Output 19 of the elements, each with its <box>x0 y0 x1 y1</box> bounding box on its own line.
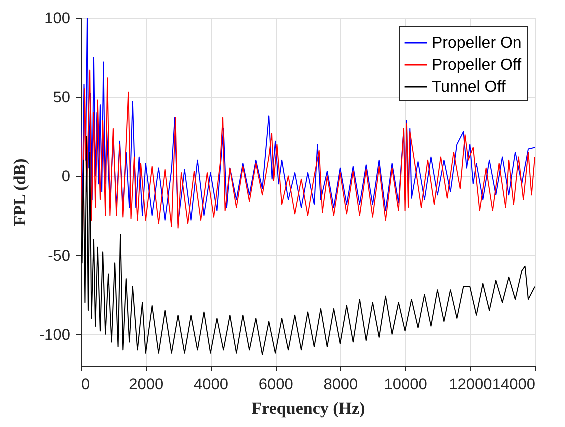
x-tick-label: 12000 <box>449 376 493 394</box>
y-tick-label: -50 <box>48 248 71 265</box>
y-tick-label: -100 <box>39 326 71 344</box>
legend-label: Propeller Off <box>432 57 522 74</box>
x-tick-label: 8000 <box>324 376 359 394</box>
x-tick-label: 0 <box>82 376 90 394</box>
y-axis-title: FPL (dB) <box>10 158 30 226</box>
y-tick-label: 0 <box>62 168 71 186</box>
x-tick-label: 10000 <box>384 376 428 394</box>
x-tick-label: 14000 <box>492 376 536 394</box>
y-tick-label: 100 <box>44 10 71 28</box>
x-axis-title: Frequency (Hz) <box>252 399 366 418</box>
legend-label: Propeller On <box>432 35 522 52</box>
x-tick-label: 6000 <box>258 376 294 394</box>
x-tick-label: 2000 <box>129 376 164 394</box>
legend-label: Tunnel Off <box>432 79 506 96</box>
line-series <box>81 136 535 356</box>
x-tick-label: 4000 <box>194 376 229 394</box>
y-tick-label: 50 <box>53 90 71 107</box>
